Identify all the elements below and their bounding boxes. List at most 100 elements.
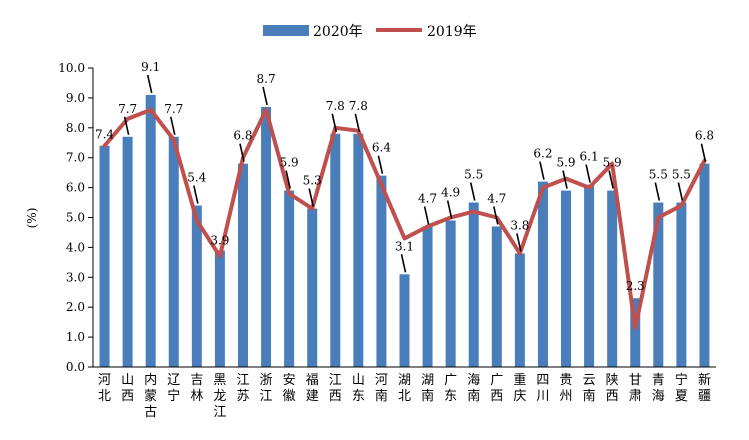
label-leaders (123, 74, 707, 273)
label-leader (562, 170, 568, 189)
data-label: 3.1 (395, 239, 414, 253)
label-leader (169, 116, 176, 135)
y-tick-label: 10.0 (58, 61, 85, 75)
bars-2020 (99, 94, 710, 368)
label-leader (516, 233, 522, 252)
y-tick-label: 3.0 (66, 270, 85, 284)
y-tick-label: 9.0 (66, 91, 85, 105)
bar-2020 (399, 274, 410, 367)
bar-2020 (330, 133, 341, 367)
x-category-label: 湖南 (421, 373, 434, 404)
data-label: 6.8 (233, 129, 252, 143)
bar-2020 (353, 133, 364, 367)
legend-label-2019: 2019年 (427, 24, 477, 40)
bar-2020 (491, 226, 502, 367)
bar-2020 (630, 298, 641, 367)
y-tick-label: 6.0 (66, 181, 85, 195)
label-leader (469, 182, 476, 201)
data-label: 4.7 (487, 191, 506, 205)
bar-2020 (584, 184, 595, 367)
x-category-label: 河北 (98, 373, 111, 404)
x-category-label: 江苏 (236, 373, 249, 404)
data-label: 6.8 (695, 129, 714, 143)
label-leader (354, 113, 361, 132)
data-label: 5.9 (603, 156, 622, 170)
label-leader (677, 182, 684, 201)
y-tick-label: 5.0 (66, 211, 85, 225)
x-category-label: 贵州 (560, 373, 573, 404)
bar-2020 (468, 202, 479, 367)
data-label: 5.9 (280, 156, 299, 170)
data-labels: 7.4 7.7 9.1 7.7 5.4 3.9 6.8 8.7 5.9 5.3 7.8 7.8 6.4 3… (95, 60, 714, 293)
data-label: 7.7 (164, 102, 183, 116)
data-label: 6.4 (372, 141, 391, 155)
data-label: 4.9 (441, 185, 460, 199)
label-leader (239, 143, 245, 162)
y-tick-label: 0.0 (66, 360, 85, 374)
bar-2020 (122, 136, 133, 367)
x-category-label: 内蒙古 (144, 372, 157, 420)
label-leader (539, 161, 545, 180)
data-label: 5.9 (556, 156, 575, 170)
legend-swatch-2020 (263, 25, 309, 36)
data-label: 3.9 (210, 233, 229, 247)
data-label: 7.8 (349, 99, 368, 113)
x-category-label: 山东 (352, 373, 365, 404)
label-leader (423, 206, 430, 225)
label-leader (377, 155, 384, 174)
x-category-label: 广西 (490, 373, 503, 404)
y-tick-label: 2.0 (66, 300, 85, 314)
label-leader (400, 254, 407, 273)
label-leader (700, 143, 707, 162)
label-leader (193, 185, 199, 204)
bar-2020 (537, 181, 548, 367)
label-leader (585, 164, 591, 183)
data-label: 4.7 (418, 191, 437, 205)
label-leader (146, 74, 153, 94)
bar-2020 (445, 220, 456, 367)
y-axis-label: (%) (25, 208, 39, 229)
bar-2020 (307, 208, 318, 367)
data-label: 6.1 (580, 150, 599, 164)
data-label: 5.5 (672, 168, 691, 182)
bar-2020 (376, 175, 387, 367)
x-category-label: 湖北 (398, 373, 411, 404)
bar-2020 (168, 136, 179, 367)
x-category-label: 重庆 (513, 372, 526, 404)
x-category-label: 浙江 (260, 373, 273, 404)
label-leader (262, 86, 268, 106)
line-2019 (102, 107, 707, 331)
bar-2020 (653, 202, 664, 367)
bar-2020 (214, 250, 225, 367)
bar-2020 (514, 253, 525, 367)
line-2019-path (102, 107, 707, 331)
bar-2020 (676, 202, 687, 367)
y-tick-label: 8.0 (66, 121, 85, 135)
y-axis-ticks: 0.0 1.0 2.0 3.0 4.0 5.0 6.0 7.0 8.0 9.0 10.0 (58, 61, 93, 374)
x-category-label: 山西 (121, 373, 134, 404)
data-label: 7.7 (118, 102, 137, 116)
bar-2020 (422, 226, 433, 367)
x-category-label: 云南 (583, 373, 596, 404)
data-label: 2.3 (626, 279, 645, 293)
bar-2020 (99, 145, 110, 367)
bar-2020 (284, 190, 295, 367)
x-category-label: 江西 (329, 373, 342, 404)
x-category-label: 宁夏 (675, 372, 688, 404)
data-label: 8.7 (257, 72, 276, 86)
y-tick-label: 4.0 (66, 240, 85, 254)
x-category-label: 吉林 (190, 373, 203, 404)
legend: 2020年 2019年 (263, 24, 477, 40)
x-category-label: 陕西 (606, 373, 619, 404)
data-label: 5.3 (303, 174, 322, 188)
x-category-label: 福建 (306, 373, 319, 404)
y-tick-label: 1.0 (66, 330, 85, 344)
data-label: 5.4 (187, 171, 206, 185)
x-category-label: 河南 (375, 373, 388, 404)
data-label: 7.4 (95, 128, 114, 142)
legend-label-2020: 2020年 (313, 24, 363, 40)
x-category-label: 四川 (536, 373, 549, 404)
x-category-label: 辽宁 (167, 373, 180, 404)
data-label: 3.8 (510, 218, 529, 232)
